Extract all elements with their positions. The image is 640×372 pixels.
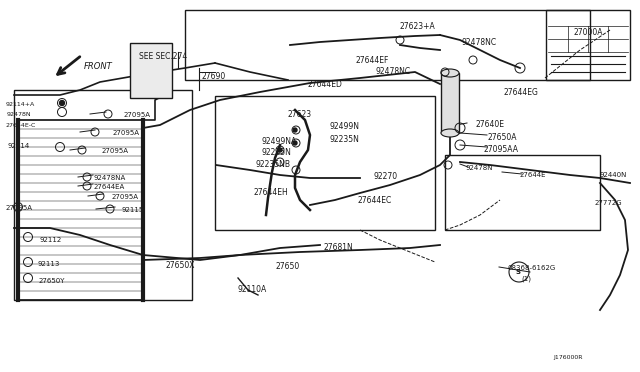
Text: 27640E: 27640E xyxy=(476,120,505,129)
Bar xyxy=(18,120,143,300)
Text: (1): (1) xyxy=(521,275,531,282)
Text: 27644ED: 27644ED xyxy=(307,80,342,89)
Text: S: S xyxy=(515,269,520,275)
Text: 92270: 92270 xyxy=(374,172,398,181)
Circle shape xyxy=(293,128,297,132)
Text: 92235NB: 92235NB xyxy=(255,160,290,169)
Bar xyxy=(441,73,459,133)
Ellipse shape xyxy=(441,129,459,137)
Circle shape xyxy=(278,148,282,152)
Text: 27650: 27650 xyxy=(276,262,300,271)
Text: 27772G: 27772G xyxy=(595,200,623,206)
Text: 27095A: 27095A xyxy=(113,130,140,136)
Bar xyxy=(546,10,630,80)
Bar xyxy=(185,10,590,80)
Text: 27644E: 27644E xyxy=(520,172,547,178)
Text: 27095A: 27095A xyxy=(6,205,33,211)
Text: 08368-6162G: 08368-6162G xyxy=(507,265,556,271)
Ellipse shape xyxy=(441,69,459,77)
Bar xyxy=(445,155,600,230)
Text: 27644EH: 27644EH xyxy=(253,188,288,197)
Text: 27644E-C: 27644E-C xyxy=(5,123,35,128)
Text: 92478NC: 92478NC xyxy=(375,67,410,76)
Text: J176000R: J176000R xyxy=(553,355,582,360)
Text: 27650A: 27650A xyxy=(487,133,516,142)
Bar xyxy=(130,43,172,98)
Text: 92110A: 92110A xyxy=(238,285,268,294)
Text: 92114: 92114 xyxy=(8,143,30,149)
Text: 27644EF: 27644EF xyxy=(355,56,388,65)
Text: 92112: 92112 xyxy=(40,237,62,243)
Text: SEE SEC.274: SEE SEC.274 xyxy=(139,52,188,61)
Text: 92478N: 92478N xyxy=(7,112,31,117)
Text: 27095A: 27095A xyxy=(112,194,139,200)
Text: 92478NA: 92478NA xyxy=(93,175,125,181)
Text: 92499NA: 92499NA xyxy=(261,137,296,146)
Text: 92235N: 92235N xyxy=(330,135,360,144)
Text: 27650X: 27650X xyxy=(166,261,195,270)
Text: 92113: 92113 xyxy=(38,261,60,267)
Text: 27644EG: 27644EG xyxy=(504,88,539,97)
Circle shape xyxy=(60,100,65,106)
Text: 92114+A: 92114+A xyxy=(6,102,35,107)
Text: 27690: 27690 xyxy=(201,72,225,81)
Text: 27000A: 27000A xyxy=(574,28,604,37)
Text: 92115: 92115 xyxy=(122,207,144,213)
Text: 27095AA: 27095AA xyxy=(484,145,519,154)
Text: FRONT: FRONT xyxy=(84,62,113,71)
Bar xyxy=(215,96,435,230)
Text: 92440N: 92440N xyxy=(599,172,627,178)
Text: 27681N: 27681N xyxy=(323,243,353,252)
Text: 92499N: 92499N xyxy=(330,122,360,131)
Text: 27095A: 27095A xyxy=(124,112,151,118)
Text: 27623+A: 27623+A xyxy=(400,22,436,31)
Text: 27644EC: 27644EC xyxy=(357,196,391,205)
Text: 92478NC: 92478NC xyxy=(462,38,497,47)
Text: 27650Y: 27650Y xyxy=(39,278,65,284)
Text: 27623: 27623 xyxy=(287,110,311,119)
Text: 27095A: 27095A xyxy=(102,148,129,154)
Bar xyxy=(14,90,192,300)
Circle shape xyxy=(293,141,297,145)
Text: 92235N: 92235N xyxy=(261,148,291,157)
Text: 27644EA: 27644EA xyxy=(94,184,125,190)
Text: 92478N: 92478N xyxy=(466,165,493,171)
